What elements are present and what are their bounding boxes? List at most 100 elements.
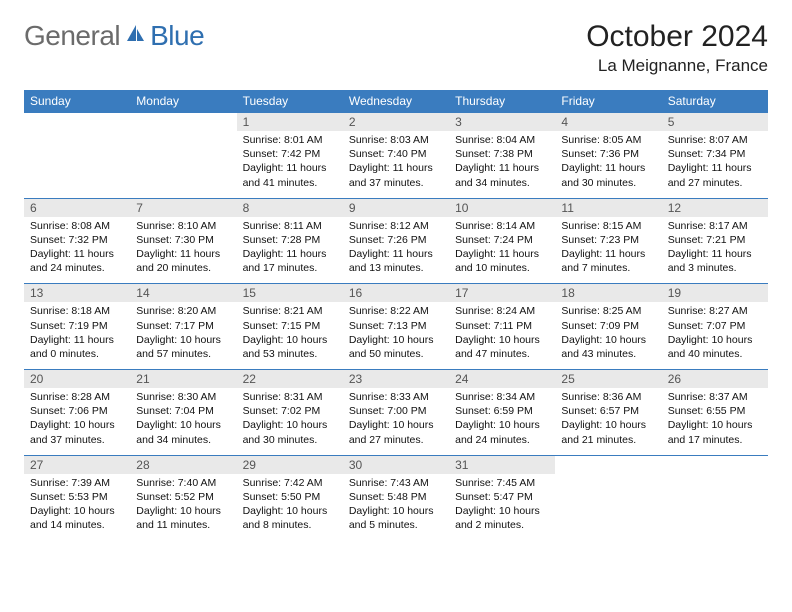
dow-tue: Tuesday xyxy=(237,90,343,113)
day-number: 31 xyxy=(449,456,555,474)
week-row: 27Sunrise: 7:39 AMSunset: 5:53 PMDayligh… xyxy=(24,455,768,540)
header: General Blue October 2024 La Meignanne, … xyxy=(24,20,768,76)
day-details: Sunrise: 8:28 AMSunset: 7:06 PMDaylight:… xyxy=(24,388,130,455)
day-number: 15 xyxy=(237,284,343,302)
day-number: 29 xyxy=(237,456,343,474)
day-details xyxy=(662,460,768,522)
day-cell: 11Sunrise: 8:15 AMSunset: 7:23 PMDayligh… xyxy=(555,198,661,284)
day-cell: 18Sunrise: 8:25 AMSunset: 7:09 PMDayligh… xyxy=(555,284,661,370)
day-details: Sunrise: 8:10 AMSunset: 7:30 PMDaylight:… xyxy=(130,217,236,284)
day-cell: 19Sunrise: 8:27 AMSunset: 7:07 PMDayligh… xyxy=(662,284,768,370)
day-details: Sunrise: 8:24 AMSunset: 7:11 PMDaylight:… xyxy=(449,302,555,369)
day-cell: 24Sunrise: 8:34 AMSunset: 6:59 PMDayligh… xyxy=(449,370,555,456)
day-details: Sunrise: 8:30 AMSunset: 7:04 PMDaylight:… xyxy=(130,388,236,455)
day-cell: 9Sunrise: 8:12 AMSunset: 7:26 PMDaylight… xyxy=(343,198,449,284)
day-cell: 2Sunrise: 8:03 AMSunset: 7:40 PMDaylight… xyxy=(343,113,449,199)
day-number: 9 xyxy=(343,199,449,217)
day-number: 12 xyxy=(662,199,768,217)
day-number: 3 xyxy=(449,113,555,131)
day-cell: 15Sunrise: 8:21 AMSunset: 7:15 PMDayligh… xyxy=(237,284,343,370)
day-cell: 7Sunrise: 8:10 AMSunset: 7:30 PMDaylight… xyxy=(130,198,236,284)
day-cell: 10Sunrise: 8:14 AMSunset: 7:24 PMDayligh… xyxy=(449,198,555,284)
day-details: Sunrise: 8:05 AMSunset: 7:36 PMDaylight:… xyxy=(555,131,661,198)
day-cell: 23Sunrise: 8:33 AMSunset: 7:00 PMDayligh… xyxy=(343,370,449,456)
day-details xyxy=(555,460,661,522)
day-cell: 25Sunrise: 8:36 AMSunset: 6:57 PMDayligh… xyxy=(555,370,661,456)
day-cell: 22Sunrise: 8:31 AMSunset: 7:02 PMDayligh… xyxy=(237,370,343,456)
logo: General Blue xyxy=(24,20,204,52)
day-number: 10 xyxy=(449,199,555,217)
week-row: 13Sunrise: 8:18 AMSunset: 7:19 PMDayligh… xyxy=(24,284,768,370)
day-number: 30 xyxy=(343,456,449,474)
day-details: Sunrise: 7:42 AMSunset: 5:50 PMDaylight:… xyxy=(237,474,343,541)
day-cell: 29Sunrise: 7:42 AMSunset: 5:50 PMDayligh… xyxy=(237,455,343,540)
day-details: Sunrise: 8:21 AMSunset: 7:15 PMDaylight:… xyxy=(237,302,343,369)
day-cell xyxy=(130,113,236,199)
day-cell: 4Sunrise: 8:05 AMSunset: 7:36 PMDaylight… xyxy=(555,113,661,199)
day-number: 26 xyxy=(662,370,768,388)
day-details: Sunrise: 7:39 AMSunset: 5:53 PMDaylight:… xyxy=(24,474,130,541)
day-details: Sunrise: 8:25 AMSunset: 7:09 PMDaylight:… xyxy=(555,302,661,369)
day-details: Sunrise: 7:43 AMSunset: 5:48 PMDaylight:… xyxy=(343,474,449,541)
dow-wed: Wednesday xyxy=(343,90,449,113)
day-cell xyxy=(555,455,661,540)
day-number: 2 xyxy=(343,113,449,131)
day-details: Sunrise: 8:14 AMSunset: 7:24 PMDaylight:… xyxy=(449,217,555,284)
dow-sun: Sunday xyxy=(24,90,130,113)
day-cell xyxy=(662,455,768,540)
day-details: Sunrise: 8:03 AMSunset: 7:40 PMDaylight:… xyxy=(343,131,449,198)
logo-text-2: Blue xyxy=(150,20,204,52)
day-details: Sunrise: 7:45 AMSunset: 5:47 PMDaylight:… xyxy=(449,474,555,541)
day-details: Sunrise: 8:04 AMSunset: 7:38 PMDaylight:… xyxy=(449,131,555,198)
day-cell: 5Sunrise: 8:07 AMSunset: 7:34 PMDaylight… xyxy=(662,113,768,199)
day-cell: 17Sunrise: 8:24 AMSunset: 7:11 PMDayligh… xyxy=(449,284,555,370)
dow-row: Sunday Monday Tuesday Wednesday Thursday… xyxy=(24,90,768,113)
day-cell: 28Sunrise: 7:40 AMSunset: 5:52 PMDayligh… xyxy=(130,455,236,540)
dow-thu: Thursday xyxy=(449,90,555,113)
day-cell: 20Sunrise: 8:28 AMSunset: 7:06 PMDayligh… xyxy=(24,370,130,456)
logo-text-1: General xyxy=(24,20,120,52)
day-details: Sunrise: 8:27 AMSunset: 7:07 PMDaylight:… xyxy=(662,302,768,369)
day-cell: 1Sunrise: 8:01 AMSunset: 7:42 PMDaylight… xyxy=(237,113,343,199)
day-number: 8 xyxy=(237,199,343,217)
day-details: Sunrise: 8:17 AMSunset: 7:21 PMDaylight:… xyxy=(662,217,768,284)
day-number: 7 xyxy=(130,199,236,217)
day-cell: 16Sunrise: 8:22 AMSunset: 7:13 PMDayligh… xyxy=(343,284,449,370)
day-cell xyxy=(24,113,130,199)
day-cell: 21Sunrise: 8:30 AMSunset: 7:04 PMDayligh… xyxy=(130,370,236,456)
day-details: Sunrise: 8:33 AMSunset: 7:00 PMDaylight:… xyxy=(343,388,449,455)
dow-sat: Saturday xyxy=(662,90,768,113)
day-number: 20 xyxy=(24,370,130,388)
sail-icon xyxy=(124,20,146,52)
day-details: Sunrise: 8:15 AMSunset: 7:23 PMDaylight:… xyxy=(555,217,661,284)
day-cell: 12Sunrise: 8:17 AMSunset: 7:21 PMDayligh… xyxy=(662,198,768,284)
day-cell: 14Sunrise: 8:20 AMSunset: 7:17 PMDayligh… xyxy=(130,284,236,370)
day-details: Sunrise: 8:08 AMSunset: 7:32 PMDaylight:… xyxy=(24,217,130,284)
week-row: 6Sunrise: 8:08 AMSunset: 7:32 PMDaylight… xyxy=(24,198,768,284)
day-number: 17 xyxy=(449,284,555,302)
day-number: 22 xyxy=(237,370,343,388)
day-number: 13 xyxy=(24,284,130,302)
week-row: 20Sunrise: 8:28 AMSunset: 7:06 PMDayligh… xyxy=(24,370,768,456)
day-number: 19 xyxy=(662,284,768,302)
day-cell: 13Sunrise: 8:18 AMSunset: 7:19 PMDayligh… xyxy=(24,284,130,370)
day-number: 5 xyxy=(662,113,768,131)
day-cell: 3Sunrise: 8:04 AMSunset: 7:38 PMDaylight… xyxy=(449,113,555,199)
day-details xyxy=(130,117,236,179)
day-cell: 30Sunrise: 7:43 AMSunset: 5:48 PMDayligh… xyxy=(343,455,449,540)
day-number: 11 xyxy=(555,199,661,217)
day-cell: 27Sunrise: 7:39 AMSunset: 5:53 PMDayligh… xyxy=(24,455,130,540)
day-number: 27 xyxy=(24,456,130,474)
day-number: 6 xyxy=(24,199,130,217)
dow-mon: Monday xyxy=(130,90,236,113)
day-cell: 8Sunrise: 8:11 AMSunset: 7:28 PMDaylight… xyxy=(237,198,343,284)
day-number: 14 xyxy=(130,284,236,302)
calendar-table: Sunday Monday Tuesday Wednesday Thursday… xyxy=(24,90,768,540)
day-number: 18 xyxy=(555,284,661,302)
day-details xyxy=(24,117,130,179)
title-block: October 2024 La Meignanne, France xyxy=(586,20,768,76)
day-details: Sunrise: 8:31 AMSunset: 7:02 PMDaylight:… xyxy=(237,388,343,455)
day-details: Sunrise: 8:12 AMSunset: 7:26 PMDaylight:… xyxy=(343,217,449,284)
day-details: Sunrise: 8:18 AMSunset: 7:19 PMDaylight:… xyxy=(24,302,130,369)
day-cell: 26Sunrise: 8:37 AMSunset: 6:55 PMDayligh… xyxy=(662,370,768,456)
